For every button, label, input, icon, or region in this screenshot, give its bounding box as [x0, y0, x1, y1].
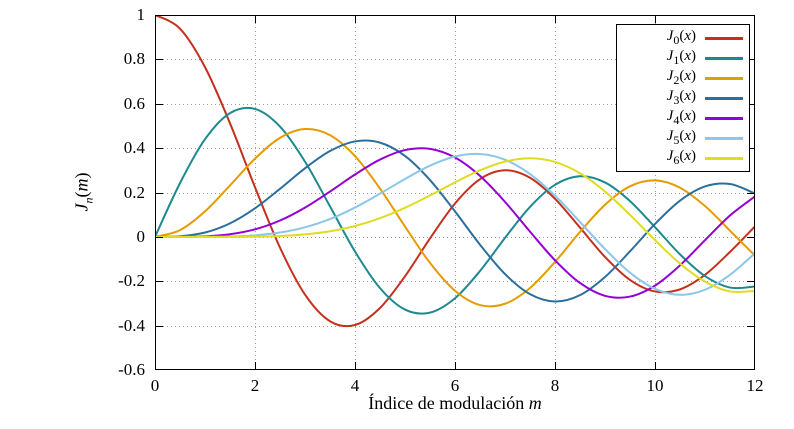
- y-tick-label: 0.6: [123, 93, 145, 113]
- y-tick-label: 1: [136, 5, 146, 24]
- legend-item: J6(x): [617, 148, 749, 168]
- legend-item: J1(x): [617, 48, 749, 68]
- y-axis-label-symbol: J: [71, 203, 92, 212]
- legend-item: J0(x): [617, 28, 749, 48]
- legend-item: J3(x): [617, 88, 749, 108]
- legend-line-sample: [705, 136, 743, 140]
- legend-item: J4(x): [617, 108, 749, 128]
- legend-label: J2(x): [666, 68, 696, 87]
- legend-item: J5(x): [617, 128, 749, 148]
- legend: J0(x) J1(x) J2(x) J3(x) J4(x) J5(x) J6(x): [616, 24, 750, 172]
- y-axis-label-paren-close: ): [71, 172, 92, 179]
- y-tick-label: -0.6: [118, 360, 145, 379]
- y-tick-label: 0: [136, 226, 146, 246]
- x-axis-label-variable: m: [528, 393, 542, 413]
- y-axis-label-paren-open: (: [71, 191, 92, 198]
- legend-line-sample: [705, 156, 743, 160]
- legend-label: J0(x): [666, 28, 696, 47]
- y-tick-label: 0.4: [123, 138, 145, 158]
- legend-line-sample: [705, 116, 743, 120]
- legend-label: J5(x): [666, 128, 696, 147]
- legend-line-sample: [705, 76, 743, 80]
- legend-label: J1(x): [666, 48, 696, 67]
- legend-label: J4(x): [666, 108, 696, 127]
- y-tick-label: -0.2: [118, 271, 145, 291]
- y-tick-label: -0.4: [118, 315, 145, 335]
- y-axis-label-subscript: n: [81, 197, 96, 204]
- legend-label: J3(x): [666, 88, 696, 107]
- legend-line-sample: [705, 36, 743, 40]
- legend-line-sample: [705, 56, 743, 60]
- legend-line-sample: [705, 96, 743, 100]
- y-tick-label: 0.8: [123, 49, 145, 69]
- x-axis-label-text: Índice de modulación: [368, 393, 529, 413]
- x-axis-label: Índice de modulación m: [155, 393, 755, 414]
- legend-label: J6(x): [666, 148, 696, 167]
- legend-item: J2(x): [617, 68, 749, 88]
- y-axis-label: Jn(m): [72, 173, 97, 212]
- y-axis-label-variable: m: [71, 178, 92, 192]
